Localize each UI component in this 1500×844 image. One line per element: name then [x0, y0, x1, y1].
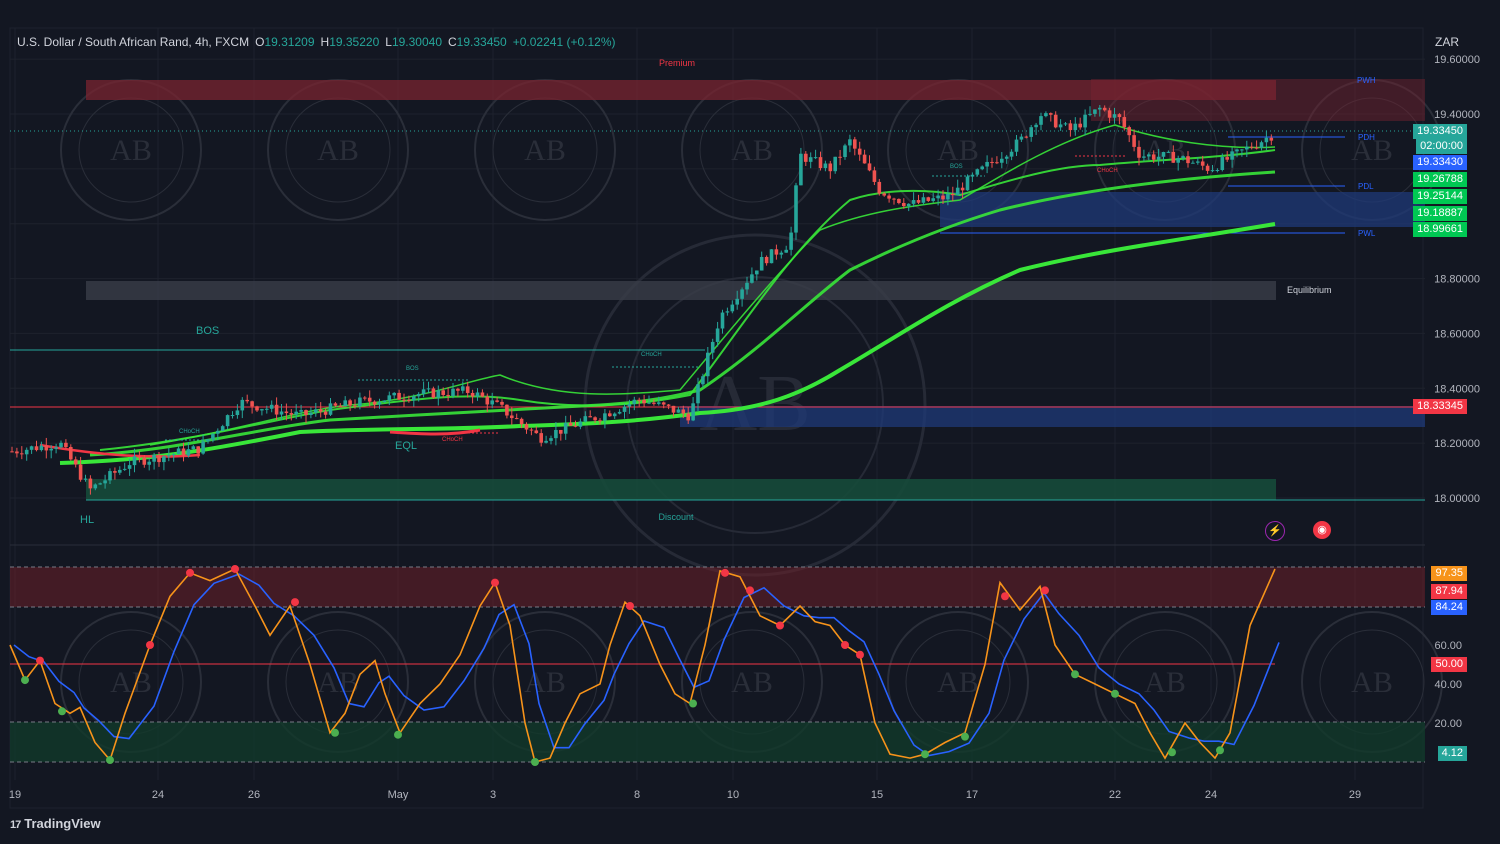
price-badge: 19.33450: [1413, 124, 1467, 139]
pwl-label: PWL: [1358, 229, 1376, 238]
equilibrium-zone: [86, 281, 1276, 300]
svg-text:AB: AB: [1144, 666, 1186, 699]
svg-text:24: 24: [152, 789, 164, 801]
price-badge: 18.33345: [1413, 399, 1467, 414]
bos-label: BOS: [196, 325, 219, 337]
svg-text:AB: AB: [110, 666, 152, 699]
svg-text:19: 19: [9, 789, 21, 801]
svg-text:29: 29: [1349, 789, 1361, 801]
svg-text:AB: AB: [524, 666, 566, 699]
candlesticks: [10, 104, 1274, 495]
svg-text:18.40000: 18.40000: [1434, 383, 1480, 395]
svg-text:19.60000: 19.60000: [1434, 54, 1480, 66]
svg-text:18.00000: 18.00000: [1434, 493, 1480, 505]
price-badge: 84.24: [1431, 600, 1467, 615]
structure-dashes: [165, 175, 985, 441]
symbol-title: U.S. Dollar / South African Rand, 4h, FX…: [17, 35, 250, 49]
svg-text:17: 17: [966, 789, 978, 801]
bos-small-label-1: BOS: [406, 366, 419, 372]
svg-text:AB: AB: [524, 134, 566, 167]
structure-dashes-red: [400, 155, 1125, 434]
stochastic-oscillator: [9, 564, 1280, 766]
svg-text:10: 10: [727, 789, 739, 801]
currency-unit[interactable]: ZAR: [1435, 35, 1459, 49]
high-value: 19.35220: [329, 35, 380, 49]
svg-text:60.00: 60.00: [1434, 640, 1462, 652]
svg-text:AB: AB: [1351, 134, 1393, 167]
change-value: +0.02241 (+0.12%): [512, 35, 616, 49]
svg-text:22: 22: [1109, 789, 1121, 801]
svg-text:18.80000: 18.80000: [1434, 274, 1480, 286]
discount-label: Discount: [658, 512, 694, 522]
svg-text:40.00: 40.00: [1434, 679, 1462, 691]
svg-text:20.00: 20.00: [1434, 718, 1462, 730]
pwh-label: PWH: [1357, 76, 1376, 85]
price-badge: 02:00:00: [1416, 139, 1467, 154]
low-value: 19.30040: [391, 35, 442, 49]
equilibrium-label: Equilibrium: [1287, 285, 1332, 295]
price-badge: 18.99661: [1413, 222, 1467, 237]
close-value: 19.33450: [456, 35, 507, 49]
open-value: 19.31209: [264, 35, 315, 49]
eql-label: EQL: [395, 440, 417, 452]
pwh-zone: [1091, 79, 1425, 121]
choch-label-4: CHoCH: [1097, 168, 1118, 174]
price-badge: 97.35: [1431, 566, 1467, 581]
tradingview-logo[interactable]: 17 TradingView: [10, 816, 101, 831]
price-badge: 19.33430: [1413, 155, 1467, 170]
svg-text:AB: AB: [317, 134, 359, 167]
premium-zone: [86, 80, 1276, 100]
tradingview-logo-text: TradingView: [24, 816, 101, 831]
price-axis-ticks: 19.60000 19.40000 18.80000 18.60000 18.40000…: [1434, 54, 1480, 505]
svg-text:AB: AB: [937, 134, 979, 167]
svg-text:3: 3: [490, 789, 496, 801]
pdl-label: PDL: [1358, 182, 1374, 191]
svg-text:18.20000: 18.20000: [1434, 438, 1480, 450]
svg-text:26: 26: [248, 789, 260, 801]
choch-label-1: CHoCH: [179, 429, 200, 435]
price-badge: 4.12: [1437, 746, 1467, 761]
demand-zone-upper: [940, 192, 1425, 227]
us-flag-icon[interactable]: ◉: [1313, 521, 1331, 539]
tradingview-logo-icon: 17: [10, 819, 21, 831]
svg-text:15: 15: [871, 789, 883, 801]
demand-zone-lower: [680, 406, 1425, 427]
premium-label: Premium: [659, 58, 695, 68]
svg-text:AB: AB: [1351, 666, 1393, 699]
svg-text:AB: AB: [731, 134, 773, 167]
lightning-icon[interactable]: ⚡: [1265, 521, 1285, 541]
svg-text:AB: AB: [937, 666, 979, 699]
price-badge: 87.94: [1431, 584, 1467, 599]
price-badge: 19.18887: [1413, 206, 1467, 221]
time-axis-ticks: 19 24 26 May 3 8 10 15 17 22 24 29: [9, 789, 1361, 801]
osc-axis-ticks: 60.00 40.00 20.00: [1434, 640, 1462, 730]
svg-text:AB: AB: [731, 666, 773, 699]
svg-text:19.40000: 19.40000: [1434, 109, 1480, 121]
symbol-header[interactable]: U.S. Dollar / South African Rand, 4h, FX…: [17, 35, 616, 49]
hl-label: HL: [80, 514, 94, 526]
price-badge: 19.26788: [1413, 172, 1467, 187]
discount-zone: [86, 479, 1276, 500]
price-badge: 19.25144: [1413, 189, 1467, 204]
svg-text:18.60000: 18.60000: [1434, 328, 1480, 340]
svg-text:24: 24: [1205, 789, 1217, 801]
svg-text:8: 8: [634, 789, 640, 801]
svg-text:May: May: [388, 789, 409, 801]
price-badge: 50.00: [1431, 657, 1467, 672]
svg-text:AB: AB: [110, 134, 152, 167]
moving-averages: [39, 124, 1276, 465]
bos-small-label-2: BOS: [950, 164, 963, 170]
choch-label-3: CHoCH: [641, 352, 662, 358]
choch-label-2: CHoCH: [442, 437, 463, 443]
pdh-label: PDH: [1358, 133, 1375, 142]
